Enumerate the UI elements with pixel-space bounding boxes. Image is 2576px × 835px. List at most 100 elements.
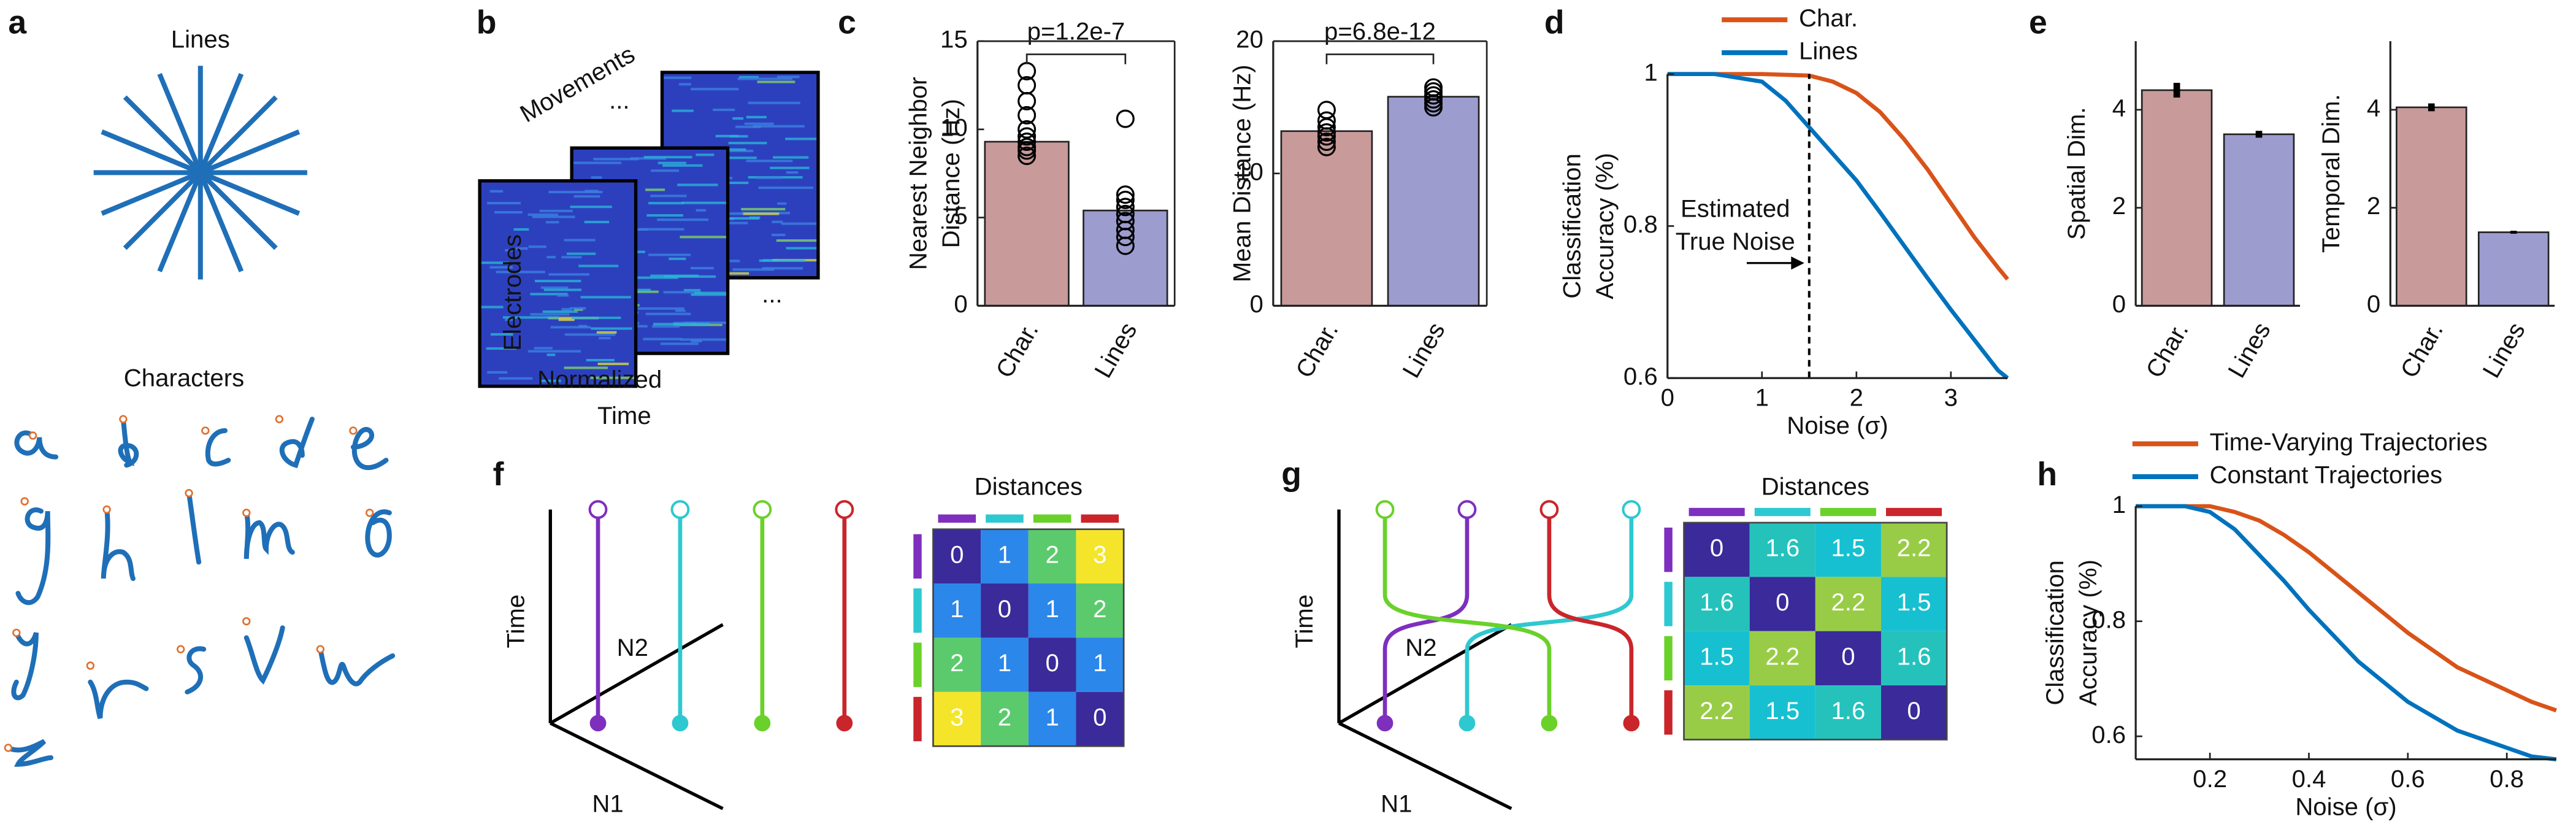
heatmap-streak [742,212,780,215]
heatmap-streak [652,325,680,328]
color-key [938,514,976,523]
heatmap-streak [548,191,603,194]
x-axis-label: Noise (σ) [2295,793,2396,821]
heatmap-streak [496,271,545,274]
heatmap-streak [669,257,686,260]
character-start [4,744,13,752]
matrix-value: 0 [1093,704,1106,731]
heatmap-streak [572,161,622,164]
x-tick-label: Char. [2141,318,2194,383]
character-start [349,426,358,435]
heatmap-streak [516,247,528,250]
matrix-value: 1.6 [1897,643,1931,671]
matrix-value: 1.6 [1765,534,1800,562]
heatmap-streak [638,228,684,231]
character-start [28,431,37,440]
character-trace [318,647,396,687]
y-tick-label: 20 [1236,26,1263,53]
heatmap-streak [650,194,687,198]
matrix-cell [1880,685,1947,740]
heatmap-streak [772,220,783,223]
heatmap-streak [680,338,728,341]
matrix-cell [981,637,1029,692]
heatmap-streak [534,347,553,350]
heatmap-streak [786,171,799,174]
ellipsis: ... [762,280,782,308]
trajectory-end [1457,500,1477,519]
heatmap-streak [732,268,775,271]
y-axis-label: Classification [1558,153,1586,299]
x-tick-label: 2 [1850,384,1863,412]
color-key [913,696,922,742]
heatmap-streak [597,363,629,366]
y-tick-label: 2 [2367,192,2380,220]
character-start [242,617,251,626]
character-start [102,505,111,514]
data-point [1018,75,1037,94]
data-point [1317,132,1336,151]
y-tick-label: 10 [940,114,968,141]
heatmap-streak [770,166,810,169]
heatmap-streak [591,176,602,179]
heatmap-streak [564,239,596,242]
panel-label: g [1281,456,1301,493]
heatmap-streak [590,376,636,379]
heatmap-streak [546,353,556,356]
panel-label: a [8,4,27,40]
matrix-cell [981,691,1029,747]
y-tick-label: 10 [1236,158,1263,185]
matrix-cell [1749,631,1815,686]
heatmap-streak [691,88,739,91]
y-tick-label: 1 [1644,58,1657,86]
trajectory-end [1622,500,1641,519]
n1-label: N1 [592,790,623,817]
heatmap-streak [584,220,610,223]
heatmap-streak [546,256,556,259]
heatmap-streak [645,312,691,315]
trajectory [1547,509,1634,723]
matrix-cell [1880,522,1947,577]
data-point [1317,111,1336,130]
heatmap-streak [735,125,761,128]
data-point [1317,123,1336,142]
heatmap-streak [643,156,692,159]
matrix-cell [1028,637,1076,692]
y-axis-label: Accuracy (%) [2074,560,2102,706]
matrix-value: 2.2 [1765,643,1800,671]
matrix-value: 1.5 [1831,534,1865,562]
matrix-cell [1815,685,1881,740]
heatmap-streak [724,156,757,160]
matrix-cell [1076,637,1124,692]
y-axis-label: Spatial Dim. [2063,107,2090,239]
trajectory-start [1376,715,1393,732]
heatmap-streak [572,317,621,320]
y-tick-label: 4 [2367,94,2380,122]
color-key [1664,527,1673,572]
character-trace [118,417,139,468]
y-axis-label: Temporal Dim. [2317,94,2345,253]
heatmap-streak [651,169,680,172]
trajectory-end [670,500,690,519]
character-trace [88,679,149,719]
heatmap-streak [776,75,800,79]
heatmap-border [478,179,638,388]
heatmap-streak [772,233,786,236]
character-start [365,509,374,517]
trajectory [1382,509,1552,723]
y-axis-label: Distance (Hz) [937,99,965,248]
data-point [1116,109,1135,128]
heatmap-streak [561,308,572,311]
electrodes-label: Electrodes [499,234,526,351]
data-point [1018,146,1037,165]
bar [2141,89,2213,307]
bar [1387,96,1480,307]
matrix-cell [1880,577,1947,631]
n1-axis [550,721,724,810]
n2-label: N2 [617,634,648,661]
matrix-border [932,528,1125,747]
y-tick-label: 0.8 [2091,606,2126,633]
matrix-value: 0 [998,595,1011,623]
character-start [176,645,185,653]
x-tick-label: Lines [1397,318,1451,383]
